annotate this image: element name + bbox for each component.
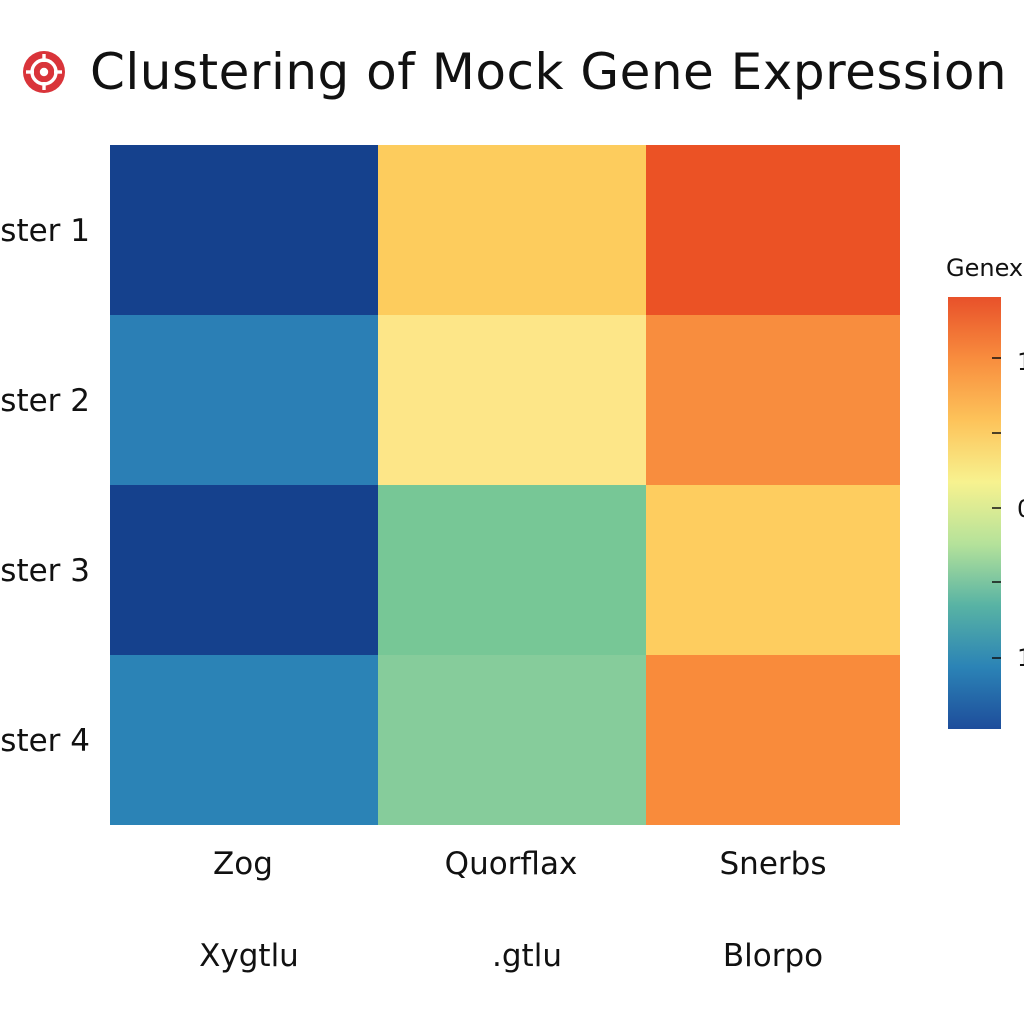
heatmap-cell (110, 145, 378, 315)
column-label: Zog (213, 846, 273, 882)
legend-colorbar (948, 297, 1001, 729)
legend-tick-label: 0 (1017, 495, 1024, 523)
secondary-column-label: Blorpo (723, 938, 823, 974)
heatmap-cell (646, 315, 900, 485)
heatmap-cell (110, 485, 378, 655)
column-label: Quorflax (445, 846, 578, 882)
heatmap-cell (110, 315, 378, 485)
heatmap-cell (378, 145, 646, 315)
heatmap-cell (378, 485, 646, 655)
secondary-column-label: .gtlu (492, 938, 562, 974)
row-label: ster 4 (0, 723, 90, 759)
legend-tick-label: 1 (1017, 644, 1024, 672)
row-label: ster 1 (0, 213, 90, 249)
target-icon (23, 51, 65, 93)
title-row: Clustering of Mock Gene Expression (22, 40, 1007, 104)
column-label: Snerbs (720, 846, 827, 882)
row-label: ster 3 (0, 553, 90, 589)
column-labels: Zog Quorflax Snerbs (213, 846, 826, 882)
row-label: ster 2 (0, 383, 90, 419)
heatmap-cell (646, 485, 900, 655)
heatmap-cell (646, 145, 900, 315)
secondary-column-labels: Xygtlu .gtlu Blorpo (199, 938, 823, 974)
heatmap-cell (110, 655, 378, 825)
heatmap-cell (378, 655, 646, 825)
chart-title: Clustering of Mock Gene Expression (90, 43, 1008, 101)
row-labels: ster 1 ster 2 ster 3 ster 4 (0, 213, 90, 759)
heatmap-cell (646, 655, 900, 825)
heatmap-cell (378, 315, 646, 485)
heatmap-cells (110, 145, 900, 825)
legend-tick-label: 1 (1017, 348, 1024, 376)
legend-title: Genex (946, 254, 1023, 282)
secondary-column-label: Xygtlu (199, 938, 299, 974)
